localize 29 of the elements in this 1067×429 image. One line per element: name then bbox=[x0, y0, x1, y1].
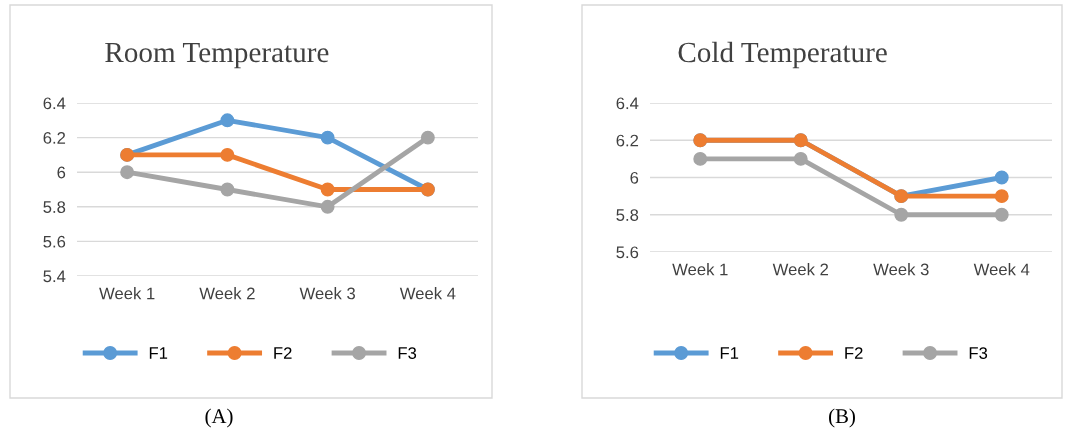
x-tick-label: Week 2 bbox=[772, 263, 829, 276]
y-tick-label: 6.2 bbox=[616, 134, 639, 147]
y-tick-label: 5.8 bbox=[616, 209, 639, 221]
y-tick-label: 6 bbox=[630, 171, 639, 184]
text: (B) bbox=[829, 408, 855, 428]
x-tick-label: Week 3 bbox=[299, 287, 355, 300]
chart-title: Cold Temperature bbox=[678, 41, 887, 69]
legend-label: F2 bbox=[845, 347, 863, 359]
x-tick-label: Week 2 bbox=[199, 287, 255, 300]
y-tick-label: 5.8 bbox=[43, 201, 66, 213]
y-tick-label: 5.4 bbox=[43, 270, 66, 283]
y-tick-label: 5.6 bbox=[43, 235, 66, 248]
text: (A) bbox=[205, 408, 233, 428]
y-tick-label: 6.4 bbox=[616, 97, 639, 110]
x-tick-label: Week 1 bbox=[99, 287, 155, 300]
legend-label: F3 bbox=[969, 347, 988, 359]
x-tick-label: Week 1 bbox=[672, 263, 728, 276]
y-tick-label: 6.2 bbox=[43, 132, 66, 144]
y-tick-label: 6.4 bbox=[43, 97, 66, 110]
x-tick-label: Week 3 bbox=[873, 263, 929, 276]
y-tick-label: 6 bbox=[57, 166, 66, 179]
x-tick-label: Week 4 bbox=[973, 263, 1030, 276]
x-tick-label: Week 4 bbox=[399, 287, 456, 300]
legend-label: F3 bbox=[398, 347, 417, 359]
legend-label: F1 bbox=[149, 347, 168, 359]
legend-label: F2 bbox=[274, 347, 292, 359]
chart-title: Room Temperature bbox=[105, 42, 329, 69]
y-tick-label: 5.6 bbox=[616, 246, 639, 259]
legend-label: F1 bbox=[720, 347, 739, 359]
